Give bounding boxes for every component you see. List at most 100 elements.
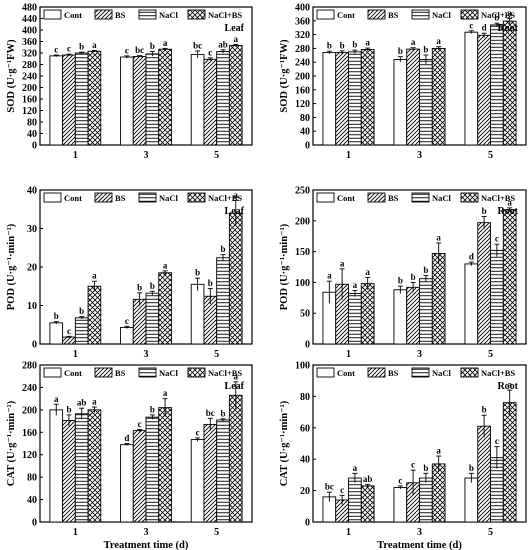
significance-label: c — [67, 326, 71, 336]
legend-label-nacl-bs: NaCl+BS — [481, 193, 515, 203]
x-axis-title: Treatment time (d) — [104, 540, 189, 550]
significance-label: b — [150, 41, 155, 51]
significance-label: b — [482, 405, 487, 415]
significance-label: c — [125, 45, 129, 55]
y-axis-title: CAT (U·g⁻¹·min⁻¹) — [279, 400, 290, 486]
y-tick-label: 0 — [32, 340, 37, 351]
bar-nacl-day-3 — [419, 477, 433, 523]
legend-swatch-nacl-bs — [460, 367, 479, 378]
significance-label: ab — [363, 474, 373, 484]
legend-label-cont: Cont — [64, 193, 82, 203]
legend-swatch-nacl-bs — [460, 192, 479, 203]
y-tick-label: 360 — [22, 37, 37, 48]
y-tick-label: 440 — [22, 14, 37, 25]
y-tick-label: 20 — [300, 486, 310, 497]
y-axis-title: POD (U·g⁻¹·min⁻¹) — [279, 223, 290, 310]
y-tick-label: 200 — [22, 83, 37, 94]
bar-bs-day-3 — [406, 286, 420, 345]
x-tick-label: 5 — [488, 349, 493, 360]
y-tick-label: 10 — [27, 301, 37, 312]
bar-bs-day-5 — [477, 222, 491, 345]
legend-swatch-cont — [316, 192, 335, 203]
significance-label: c — [138, 419, 142, 429]
y-tick-label: 40 — [27, 129, 37, 140]
y-tick-label: 40 — [300, 127, 310, 138]
bar-cont-day-5 — [190, 439, 205, 523]
significance-label: b — [79, 306, 84, 316]
legend-swatch-nacl-bs — [187, 9, 206, 20]
panel-label: Root — [497, 381, 518, 392]
bar-cont-day-1 — [49, 409, 64, 523]
x-tick-label: 1 — [346, 527, 351, 538]
x-tick-label: 5 — [488, 527, 493, 538]
significance-label: bc — [206, 408, 215, 418]
legend-label-nacl-bs: NaCl+BS — [208, 193, 242, 203]
bar-bs-day-5 — [477, 425, 491, 523]
bar-nacl-day-1 — [348, 293, 362, 345]
bar-cont-day-5 — [464, 477, 479, 523]
legend-swatch-bs — [367, 367, 386, 378]
y-tick-label: 320 — [22, 49, 37, 60]
legend-label-bs: BS — [115, 193, 126, 203]
panel-label: Leaf — [225, 381, 245, 392]
significance-label: a — [353, 280, 358, 290]
bar-cont-day-1 — [49, 322, 64, 345]
y-tick-label: 240 — [295, 58, 310, 69]
y-tick-label: 0 — [32, 518, 37, 529]
significance-label: b — [137, 282, 142, 292]
significance-label: a — [327, 271, 332, 281]
bar-nacl-day-5 — [216, 419, 230, 523]
y-tick-label: 280 — [295, 44, 310, 55]
bar-bs-day-3 — [132, 56, 147, 146]
bar-nacl-bs-day-3 — [431, 47, 446, 146]
y-tick-label: 200 — [295, 72, 310, 83]
bar-nacl-bs-day-1 — [87, 285, 102, 345]
x-axis-title: Treatment time (d) — [377, 540, 462, 550]
bar-bs-day-1 — [335, 52, 349, 146]
y-tick-label: 120 — [22, 450, 37, 461]
significance-label: a — [92, 271, 97, 281]
legend-swatch-bs — [94, 9, 113, 20]
significance-label: d — [482, 23, 487, 33]
y-tick-label: 250 — [295, 186, 310, 197]
legend-swatch-cont — [316, 367, 335, 378]
bar-nacl-day-3 — [145, 416, 160, 523]
bar-nacl-day-3 — [145, 292, 160, 345]
bar-nacl-day-1 — [74, 413, 89, 523]
bar-nacl-bs-day-5 — [228, 45, 243, 146]
significance-label: c — [208, 47, 212, 57]
significance-label: a — [436, 232, 441, 242]
legend-label-nacl: NaCl — [432, 10, 452, 20]
x-tick-label: 3 — [417, 527, 422, 538]
bar-cont-day-5 — [190, 53, 205, 146]
legend-swatch-nacl-bs — [187, 192, 206, 203]
legend-label-bs: BS — [388, 193, 399, 203]
legend-swatch-nacl-bs — [460, 9, 479, 20]
y-tick-label: 160 — [22, 95, 37, 106]
y-tick-label: 80 — [300, 392, 310, 403]
x-tick-label: 3 — [417, 349, 422, 360]
y-tick-label: 120 — [295, 99, 310, 110]
x-tick-label: 3 — [144, 527, 149, 538]
legend-swatch-cont — [316, 9, 335, 20]
significance-label: a — [436, 36, 441, 46]
bar-nacl-day-1 — [348, 477, 362, 523]
significance-label: bc — [193, 40, 202, 50]
y-tick-label: 0 — [32, 141, 37, 152]
y-tick-label: 400 — [295, 3, 310, 14]
legend-label-nacl-bs: NaCl+BS — [481, 10, 515, 20]
significance-label: bc — [325, 482, 334, 492]
bar-nacl-bs-day-5 — [502, 402, 517, 523]
y-tick-label: 0 — [305, 340, 310, 351]
y-tick-label: 40 — [300, 455, 310, 466]
bar-cont-day-5 — [464, 31, 479, 146]
y-axis-title: SOD (U·g⁻¹FW) — [6, 39, 17, 113]
significance-label: a — [92, 397, 97, 407]
significance-label: c — [411, 460, 415, 470]
significance-label: b — [54, 311, 59, 321]
bar-nacl-day-5 — [490, 24, 504, 146]
x-tick-label: 3 — [144, 150, 149, 161]
